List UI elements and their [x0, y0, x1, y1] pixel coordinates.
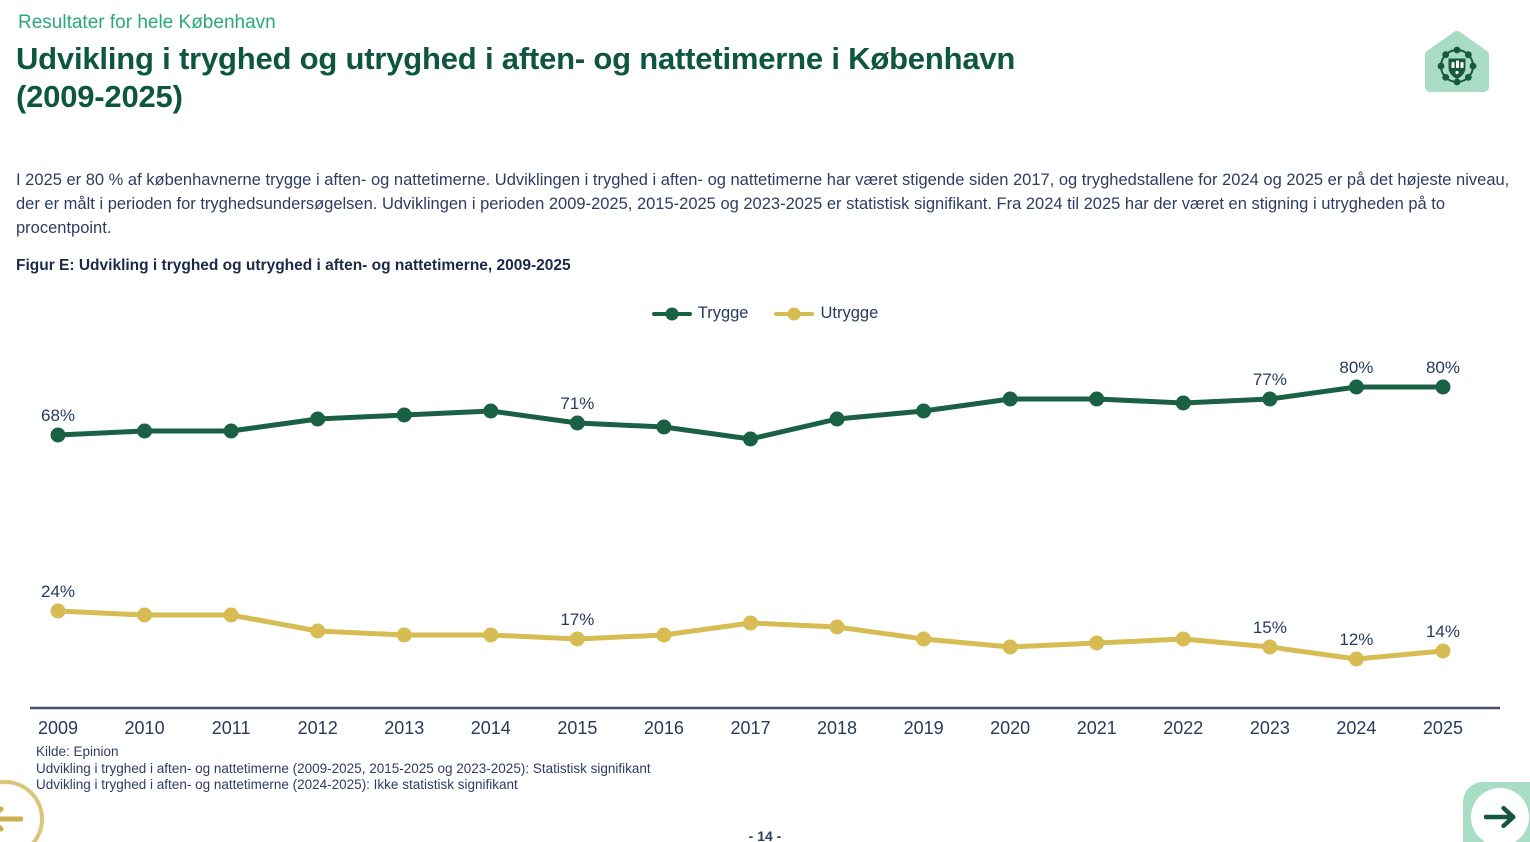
footnotes: Kilde: Epinion Udvikling i tryghed i aft…	[36, 744, 651, 794]
data-point	[1348, 651, 1364, 667]
data-point	[50, 427, 66, 443]
data-point	[1089, 635, 1105, 651]
x-axis-tick-label: 2011	[212, 718, 251, 738]
data-point	[1435, 379, 1451, 395]
legend-swatch-utrygge	[774, 307, 815, 320]
x-axis-tick-label: 2020	[990, 718, 1030, 738]
x-axis-tick-label: 2010	[125, 718, 165, 738]
data-point	[1262, 391, 1278, 407]
data-point	[829, 619, 845, 635]
data-point	[483, 403, 499, 419]
safety-house-logo	[1425, 31, 1489, 92]
next-button-circle	[1471, 788, 1529, 842]
x-axis-tick-label: 2012	[298, 718, 338, 738]
data-point	[1348, 379, 1364, 395]
data-point	[742, 431, 758, 447]
data-point	[310, 623, 326, 639]
data-point-label: 12%	[1339, 630, 1373, 649]
data-point-label: 80%	[1426, 358, 1460, 377]
data-point	[396, 627, 412, 643]
x-axis-tick-label: 2022	[1163, 718, 1203, 738]
data-point	[829, 411, 845, 427]
x-axis-tick-label: 2018	[817, 718, 857, 738]
data-point	[483, 627, 499, 643]
data-point-label: 14%	[1426, 622, 1460, 641]
data-point	[1435, 643, 1451, 659]
data-point-label: 71%	[560, 394, 594, 413]
x-axis-tick-label: 2009	[38, 718, 78, 738]
significance-note-1: Udvikling i tryghed i aften- og nattetim…	[36, 760, 651, 776]
legend-marker-icon	[787, 307, 801, 320]
chart-legend: Trygge Utrygge	[0, 304, 1530, 323]
data-point-label: 80%	[1339, 358, 1373, 377]
x-axis-tick-label: 2013	[384, 718, 424, 738]
data-point	[656, 627, 672, 643]
shield-emblem-icon	[1451, 60, 1464, 75]
page-title: Udvikling i tryghed og utryghed i aften-…	[16, 40, 1316, 116]
page-title-line1: Udvikling i tryghed og utryghed i aften-…	[16, 41, 1016, 76]
data-point	[1002, 391, 1018, 407]
legend-swatch-trygge	[651, 307, 692, 320]
x-axis-tick-label: 2024	[1336, 718, 1376, 738]
page-title-line2: (2009-2025)	[16, 79, 183, 114]
data-point	[50, 603, 66, 619]
data-point	[137, 607, 153, 623]
x-axis-tick-label: 2023	[1250, 718, 1290, 738]
legend-marker-icon	[665, 307, 679, 320]
series-line-trygge	[55, 384, 1446, 442]
data-point	[656, 419, 672, 435]
data-point	[569, 415, 585, 431]
data-point	[1002, 639, 1018, 655]
figure-caption: Figur E: Udvikling i tryghed og utryghed…	[16, 257, 571, 274]
page-number: - 14 -	[748, 828, 782, 842]
data-point-label: 15%	[1253, 618, 1287, 637]
section-kicker: Resultater for hele København	[18, 12, 276, 33]
arrow-right-icon	[1484, 805, 1516, 829]
data-point	[916, 403, 932, 419]
data-point	[569, 631, 585, 647]
data-point	[1175, 395, 1191, 411]
data-point	[223, 423, 239, 439]
x-axis-tick-label: 2017	[730, 718, 770, 738]
data-point	[223, 607, 239, 623]
data-point-label: 77%	[1253, 370, 1287, 389]
x-axis-tick-label: 2014	[471, 718, 511, 738]
data-point	[916, 631, 932, 647]
data-point	[310, 411, 326, 427]
legend-label-utrygge: Utrygge	[820, 304, 879, 322]
data-point-label: 17%	[560, 610, 594, 629]
data-point	[396, 407, 412, 423]
legend-label-trygge: Trygge	[697, 304, 749, 322]
x-axis-tick-label: 2015	[557, 718, 597, 738]
x-axis-tick-label: 2016	[644, 718, 684, 738]
data-point	[1089, 391, 1105, 407]
trend-chart: 2009 2010 2011 2012 2013 2014 2015 2016 2017 2018…	[30, 358, 1500, 738]
summary-paragraph: I 2025 er 80 % af københavnerne trygge i…	[16, 171, 1510, 237]
data-point	[1262, 639, 1278, 655]
x-axis-tick-label: 2025	[1423, 718, 1463, 738]
significance-note-2: Udvikling i tryghed i aften- og nattetim…	[36, 777, 518, 792]
x-axis-tick-label: 2021	[1077, 718, 1117, 738]
data-point	[742, 615, 758, 631]
data-point-label: 68%	[41, 406, 75, 425]
data-point	[137, 423, 153, 439]
source-note: Kilde: Epinion	[36, 744, 119, 759]
next-page-button[interactable]	[1463, 782, 1530, 842]
x-axis-tick-label: 2019	[904, 718, 944, 738]
legend-item-trygge: Trygge	[651, 304, 749, 323]
ring-dots-icon	[1437, 46, 1477, 86]
arrow-left-icon	[0, 806, 23, 832]
data-point	[1175, 631, 1191, 647]
legend-item-utrygge: Utrygge	[774, 304, 878, 323]
data-point-label: 24%	[41, 582, 75, 601]
